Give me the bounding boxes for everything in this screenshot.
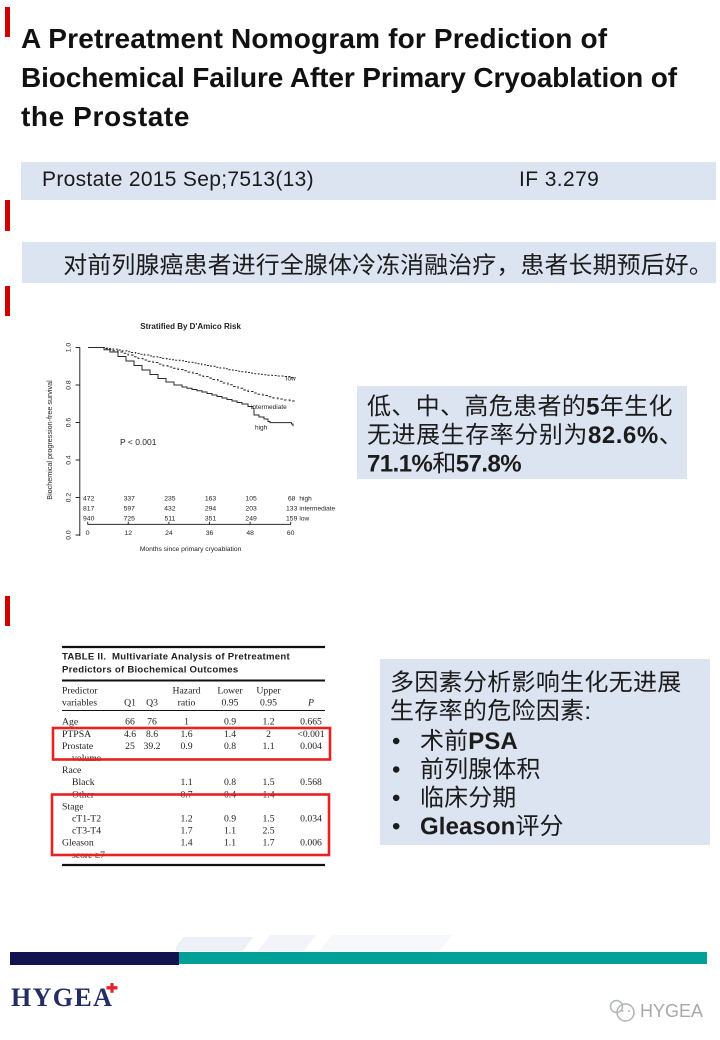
svg-text:60: 60 bbox=[287, 530, 295, 537]
svg-text:Hazard: Hazard bbox=[173, 686, 201, 697]
svg-text:36: 36 bbox=[206, 530, 214, 537]
svg-text:0.9: 0.9 bbox=[224, 717, 236, 728]
svg-text:Race: Race bbox=[62, 765, 81, 776]
svg-text:1.1: 1.1 bbox=[224, 826, 236, 837]
svg-text:Gleason: Gleason bbox=[62, 838, 94, 849]
svg-text:ratio: ratio bbox=[178, 698, 196, 709]
svg-text:low: low bbox=[286, 376, 296, 383]
svg-text:12: 12 bbox=[125, 530, 133, 537]
svg-text:Q1: Q1 bbox=[124, 698, 136, 709]
svg-text:Upper: Upper bbox=[256, 686, 281, 697]
svg-text:1.5: 1.5 bbox=[262, 814, 274, 825]
svg-text:105: 105 bbox=[245, 495, 257, 502]
svg-text:Months since primary cryoablat: Months since primary cryoablation bbox=[140, 546, 242, 553]
svg-text:Biochemical progression-free s: Biochemical progression-free survival bbox=[45, 380, 54, 500]
svg-text:PTPSA: PTPSA bbox=[62, 729, 91, 740]
svg-text:511: 511 bbox=[164, 515, 175, 522]
svg-text:Q3: Q3 bbox=[146, 698, 158, 709]
svg-text:1.7: 1.7 bbox=[262, 838, 274, 849]
svg-text:1.4: 1.4 bbox=[224, 729, 236, 740]
svg-text:351: 351 bbox=[205, 515, 217, 522]
svg-text:597: 597 bbox=[124, 506, 136, 513]
svg-text:Predictors of Biochemical Outc: Predictors of Biochemical Outcomes bbox=[62, 665, 238, 676]
svg-text:203: 203 bbox=[245, 506, 257, 513]
svg-text:0.8: 0.8 bbox=[224, 777, 236, 788]
svg-text:1: 1 bbox=[184, 717, 189, 728]
svg-text:1.6: 1.6 bbox=[180, 729, 192, 740]
svg-text:1.2: 1.2 bbox=[180, 814, 192, 825]
svg-text:Stage: Stage bbox=[62, 801, 84, 812]
svg-text:intermediate: intermediate bbox=[299, 506, 335, 513]
svg-text:0.9: 0.9 bbox=[224, 814, 236, 825]
svg-text:high: high bbox=[255, 425, 268, 432]
svg-text:66: 66 bbox=[125, 717, 135, 728]
svg-text:Lower: Lower bbox=[217, 686, 243, 697]
svg-text:0.034: 0.034 bbox=[300, 814, 322, 825]
svg-text:P < 0.001: P < 0.001 bbox=[120, 437, 157, 447]
svg-text:cT1-T2: cT1-T2 bbox=[72, 814, 101, 825]
svg-text:Prostate: Prostate bbox=[62, 741, 93, 752]
svg-text:high: high bbox=[299, 495, 312, 502]
svg-text:0.8: 0.8 bbox=[224, 741, 236, 752]
svg-text:variables: variables bbox=[62, 698, 97, 709]
svg-text:432: 432 bbox=[164, 506, 176, 513]
svg-text:0.006: 0.006 bbox=[300, 838, 322, 849]
svg-text:25: 25 bbox=[125, 741, 135, 752]
svg-text:0: 0 bbox=[86, 530, 90, 537]
svg-text:76: 76 bbox=[147, 717, 157, 728]
svg-text:163: 163 bbox=[205, 495, 217, 502]
svg-text:Black: Black bbox=[72, 777, 95, 788]
svg-text:294: 294 bbox=[205, 506, 217, 513]
svg-text:24: 24 bbox=[165, 530, 173, 537]
svg-text:1.2: 1.2 bbox=[262, 717, 274, 728]
svg-text:1.5: 1.5 bbox=[262, 777, 274, 788]
svg-text:low: low bbox=[299, 515, 309, 522]
svg-text:0.95: 0.95 bbox=[222, 698, 239, 709]
svg-text:<0.001: <0.001 bbox=[297, 729, 324, 740]
svg-text:0.004: 0.004 bbox=[300, 741, 322, 752]
svg-text:1.1: 1.1 bbox=[180, 777, 192, 788]
svg-text:39.2: 39.2 bbox=[144, 741, 161, 752]
svg-text:2.5: 2.5 bbox=[262, 826, 274, 837]
svg-text:159: 159 bbox=[286, 515, 298, 522]
svg-text:1.1: 1.1 bbox=[262, 741, 274, 752]
svg-text:Age: Age bbox=[62, 717, 78, 728]
svg-text:725: 725 bbox=[124, 515, 136, 522]
svg-text:940: 940 bbox=[83, 515, 95, 522]
svg-text:8.6: 8.6 bbox=[146, 729, 158, 740]
svg-text:Predictor: Predictor bbox=[62, 686, 98, 697]
svg-text:1.1: 1.1 bbox=[224, 838, 236, 849]
svg-text:235: 235 bbox=[164, 495, 176, 502]
svg-text:4.6: 4.6 bbox=[124, 729, 136, 740]
svg-text:0.568: 0.568 bbox=[300, 777, 322, 788]
svg-text:68: 68 bbox=[288, 495, 296, 502]
svg-text:0.9: 0.9 bbox=[180, 741, 192, 752]
svg-text:0.2: 0.2 bbox=[66, 493, 73, 503]
svg-text:1.7: 1.7 bbox=[180, 826, 192, 837]
svg-text:2: 2 bbox=[266, 729, 271, 740]
svg-text:TABLE II. Multivariate Analys: TABLE II. Multivariate Analysis of Pretr… bbox=[62, 652, 290, 663]
svg-text:1.0: 1.0 bbox=[66, 343, 73, 353]
svg-text:133: 133 bbox=[286, 506, 298, 513]
svg-text:817: 817 bbox=[83, 506, 95, 513]
svg-text:48: 48 bbox=[246, 530, 254, 537]
svg-text:0.6: 0.6 bbox=[66, 418, 73, 428]
svg-text:1.4: 1.4 bbox=[180, 838, 192, 849]
svg-text:P: P bbox=[307, 698, 314, 709]
svg-text:249: 249 bbox=[245, 515, 257, 522]
svg-text:337: 337 bbox=[124, 495, 136, 502]
svg-text:0.4: 0.4 bbox=[66, 455, 73, 465]
svg-text:intermediate: intermediate bbox=[251, 404, 287, 411]
svg-text:472: 472 bbox=[83, 495, 95, 502]
svg-text:cT3-T4: cT3-T4 bbox=[72, 826, 101, 837]
svg-text:0.95: 0.95 bbox=[260, 698, 277, 709]
svg-text:0.0: 0.0 bbox=[66, 530, 73, 540]
svg-text:0.8: 0.8 bbox=[66, 380, 73, 390]
svg-text:0.665: 0.665 bbox=[300, 717, 322, 728]
svg-text:Stratified By D'Amico Risk: Stratified By D'Amico Risk bbox=[140, 322, 241, 331]
